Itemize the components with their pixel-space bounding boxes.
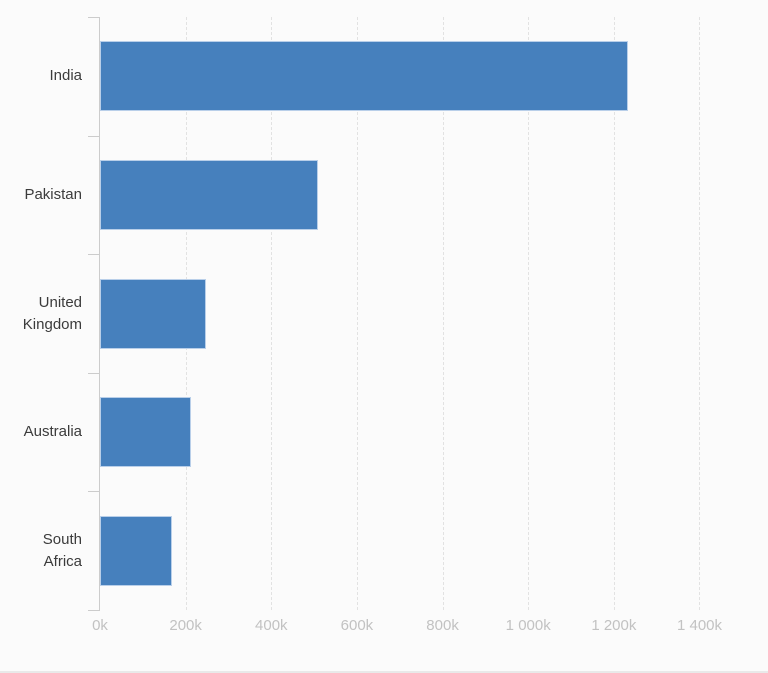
x-tick-label: 1 400k: [676, 617, 723, 634]
x-tick-label: 200k: [169, 617, 202, 634]
bar: [100, 41, 629, 112]
gridline: [528, 17, 530, 610]
x-tick-label: 400k: [255, 617, 288, 634]
gridline: [699, 17, 701, 610]
category-label: India: [49, 67, 82, 85]
y-axis-tick: [88, 610, 100, 611]
x-tick-label: 1 000k: [505, 617, 551, 634]
bar: [100, 159, 318, 230]
y-axis-tick: [88, 254, 100, 256]
y-axis-line: [99, 17, 100, 610]
y-axis-tick: [88, 135, 100, 137]
bar: [100, 278, 206, 349]
gridline: [356, 17, 358, 610]
y-axis-tick: [88, 17, 100, 18]
x-tick-label: 0k: [92, 617, 108, 634]
bar: [100, 397, 191, 468]
y-axis-tick: [88, 491, 100, 493]
window-bottom-edge: [0, 671, 768, 673]
gridline: [442, 17, 444, 610]
gridline: [613, 17, 615, 610]
x-tick-label: 1 200k: [591, 617, 637, 634]
x-tick-label: 800k: [426, 617, 459, 634]
bar: [100, 515, 173, 586]
y-axis-tick: [88, 372, 100, 374]
category-label: Pakistan: [24, 185, 82, 203]
category-label: South Africa: [42, 530, 82, 570]
category-label: Australia: [23, 423, 82, 441]
gridline: [271, 17, 273, 610]
x-tick-label: 600k: [340, 617, 374, 634]
category-label: United Kingdom: [22, 293, 82, 333]
